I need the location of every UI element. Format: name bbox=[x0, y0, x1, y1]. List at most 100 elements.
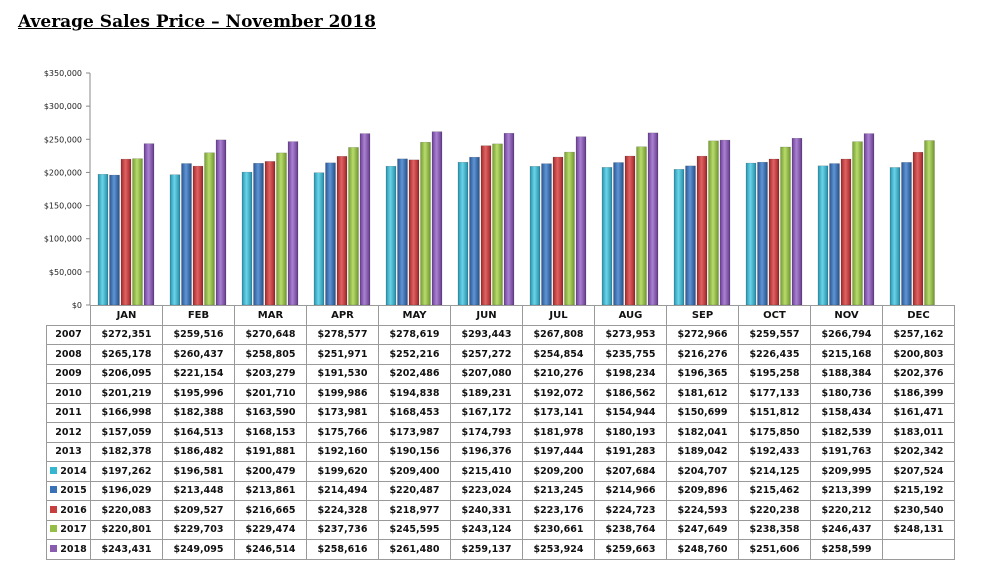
x-tick-label: OCT bbox=[738, 305, 811, 326]
x-tick-label: APR bbox=[306, 305, 379, 326]
bar-2014-oct bbox=[745, 162, 757, 306]
data-label: $240,331 bbox=[450, 500, 523, 521]
bar-2015-oct bbox=[757, 161, 768, 306]
table-row: 2009 $206,095 $221,154 $203,279 $191,530 $202… bbox=[46, 363, 955, 384]
data-label: $199,986 bbox=[306, 383, 379, 404]
data-label: $173,981 bbox=[306, 402, 379, 423]
data-label: $192,160 bbox=[306, 441, 379, 462]
data-label: $209,400 bbox=[378, 461, 451, 482]
x-tick-label: MAY bbox=[378, 305, 451, 326]
data-label: $175,766 bbox=[306, 422, 379, 443]
data-label: $259,516 bbox=[162, 324, 235, 345]
bar-2018-aug bbox=[647, 132, 659, 306]
data-label: $201,710 bbox=[234, 383, 307, 404]
data-label: $198,234 bbox=[594, 363, 667, 384]
data-label: $164,513 bbox=[162, 422, 235, 443]
table-row: 2012 $157,059 $164,513 $168,153 $175,766 $173… bbox=[46, 422, 955, 443]
x-tick-label: MAR bbox=[234, 305, 307, 326]
bar-2015-sep bbox=[685, 165, 696, 306]
data-label: $220,487 bbox=[378, 480, 451, 501]
bar-2017-apr bbox=[348, 147, 359, 306]
data-label: $259,557 bbox=[738, 324, 811, 345]
bar-2015-feb bbox=[181, 163, 192, 306]
y-tick-label: $350,000 bbox=[44, 69, 82, 78]
bar-2016-jun bbox=[480, 145, 492, 306]
row-label-2007: 2007 bbox=[46, 324, 91, 345]
data-label: $235,755 bbox=[594, 344, 667, 365]
bar-2015-jan bbox=[109, 174, 120, 306]
data-label: $209,527 bbox=[162, 500, 235, 521]
legend-label: 2009 bbox=[55, 368, 82, 380]
data-label: $209,200 bbox=[522, 461, 595, 482]
data-label: $293,443 bbox=[450, 324, 523, 345]
bar-2016-nov bbox=[840, 158, 852, 306]
data-label: $246,514 bbox=[234, 539, 307, 560]
bar-2017-jan bbox=[132, 158, 143, 306]
data-label: $224,328 bbox=[306, 500, 379, 521]
bar-2016-feb bbox=[192, 165, 204, 306]
bar-2016-may bbox=[408, 159, 420, 306]
data-label: $182,378 bbox=[90, 441, 163, 462]
bar-2016-oct bbox=[768, 158, 780, 306]
data-label: $202,486 bbox=[378, 363, 451, 384]
data-label: $163,590 bbox=[234, 402, 307, 423]
bar-2015-may bbox=[397, 158, 408, 306]
data-label: $252,216 bbox=[378, 344, 451, 365]
bar-2018-nov bbox=[863, 133, 875, 306]
bar-2015-jun bbox=[469, 156, 480, 306]
y-tick-label: $150,000 bbox=[44, 202, 82, 211]
data-label: $191,881 bbox=[234, 441, 307, 462]
data-label: $173,987 bbox=[378, 422, 451, 443]
bar-2018-apr bbox=[359, 133, 371, 306]
data-label: $182,388 bbox=[162, 402, 235, 423]
data-label: $247,649 bbox=[666, 519, 739, 540]
data-label: $150,699 bbox=[666, 402, 739, 423]
data-label: $174,793 bbox=[450, 422, 523, 443]
data-label: $213,861 bbox=[234, 480, 307, 501]
bar-2016-mar bbox=[264, 161, 276, 306]
row-label-2012: 2012 bbox=[46, 422, 91, 443]
chart-title: Average Sales Price – November 2018 bbox=[18, 12, 376, 32]
data-label: $203,279 bbox=[234, 363, 307, 384]
data-label: $221,154 bbox=[162, 363, 235, 384]
data-label: $209,896 bbox=[666, 480, 739, 501]
data-label: $248,131 bbox=[882, 519, 955, 540]
data-label: $220,212 bbox=[810, 500, 883, 521]
data-label: $258,599 bbox=[810, 539, 883, 560]
bar-2015-aug bbox=[613, 162, 624, 306]
data-label: $213,399 bbox=[810, 480, 883, 501]
legend-label: 2017 bbox=[60, 524, 87, 536]
bar-2017-mar bbox=[276, 152, 287, 306]
data-label: $220,238 bbox=[738, 500, 811, 521]
bar-2015-jul bbox=[541, 163, 552, 306]
data-label: $182,041 bbox=[666, 422, 739, 443]
data-label: $237,736 bbox=[306, 519, 379, 540]
y-tick-label: $200,000 bbox=[44, 168, 82, 177]
data-label: $218,977 bbox=[378, 500, 451, 521]
legend-label: 2012 bbox=[55, 426, 82, 438]
data-label: $214,494 bbox=[306, 480, 379, 501]
table-row: 2015 $196,029 $213,448 $213,861 $214,494 $220… bbox=[46, 480, 955, 501]
data-label: $200,479 bbox=[234, 461, 307, 482]
legend-label: 2018 bbox=[60, 543, 87, 555]
row-label-2015: 2015 bbox=[46, 480, 91, 501]
data-label: $278,619 bbox=[378, 324, 451, 345]
data-label: $272,351 bbox=[90, 324, 163, 345]
legend-label: 2013 bbox=[55, 446, 82, 458]
table-row: 2017 $220,801 $229,703 $229,474 $237,736 $245… bbox=[46, 519, 955, 540]
bar-2017-jun bbox=[492, 143, 503, 306]
row-label-2016: 2016 bbox=[46, 500, 91, 521]
data-label: $272,966 bbox=[666, 324, 739, 345]
data-label: $214,966 bbox=[594, 480, 667, 501]
bar-2016-dec bbox=[912, 151, 924, 306]
data-label: $192,072 bbox=[522, 383, 595, 404]
legend-label: 2015 bbox=[60, 485, 87, 497]
data-label: $249,095 bbox=[162, 539, 235, 560]
bar-2017-dec bbox=[924, 140, 935, 306]
data-label: $194,838 bbox=[378, 383, 451, 404]
legend-label: 2016 bbox=[60, 504, 87, 516]
x-tick-label: FEB bbox=[162, 305, 235, 326]
bar-2018-jul bbox=[575, 136, 587, 306]
data-label: $259,663 bbox=[594, 539, 667, 560]
data-label: $157,059 bbox=[90, 422, 163, 443]
